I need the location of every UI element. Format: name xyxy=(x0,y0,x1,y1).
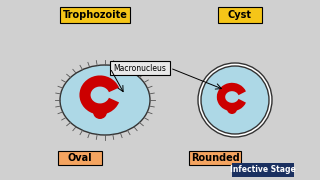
Ellipse shape xyxy=(60,65,150,135)
Text: Infective Stage: Infective Stage xyxy=(230,165,296,174)
Circle shape xyxy=(198,63,272,137)
FancyBboxPatch shape xyxy=(60,7,130,23)
FancyBboxPatch shape xyxy=(110,61,170,75)
Circle shape xyxy=(93,105,107,119)
Text: Oval: Oval xyxy=(68,153,92,163)
FancyBboxPatch shape xyxy=(189,151,241,165)
FancyBboxPatch shape xyxy=(232,163,294,177)
Text: Rounded: Rounded xyxy=(191,153,239,163)
Text: Macronucleus: Macronucleus xyxy=(114,64,166,73)
FancyBboxPatch shape xyxy=(58,151,102,165)
Circle shape xyxy=(227,104,237,114)
Circle shape xyxy=(201,66,269,134)
Text: Trophozoite: Trophozoite xyxy=(63,10,127,20)
Text: Cyst: Cyst xyxy=(228,10,252,20)
FancyBboxPatch shape xyxy=(218,7,262,23)
